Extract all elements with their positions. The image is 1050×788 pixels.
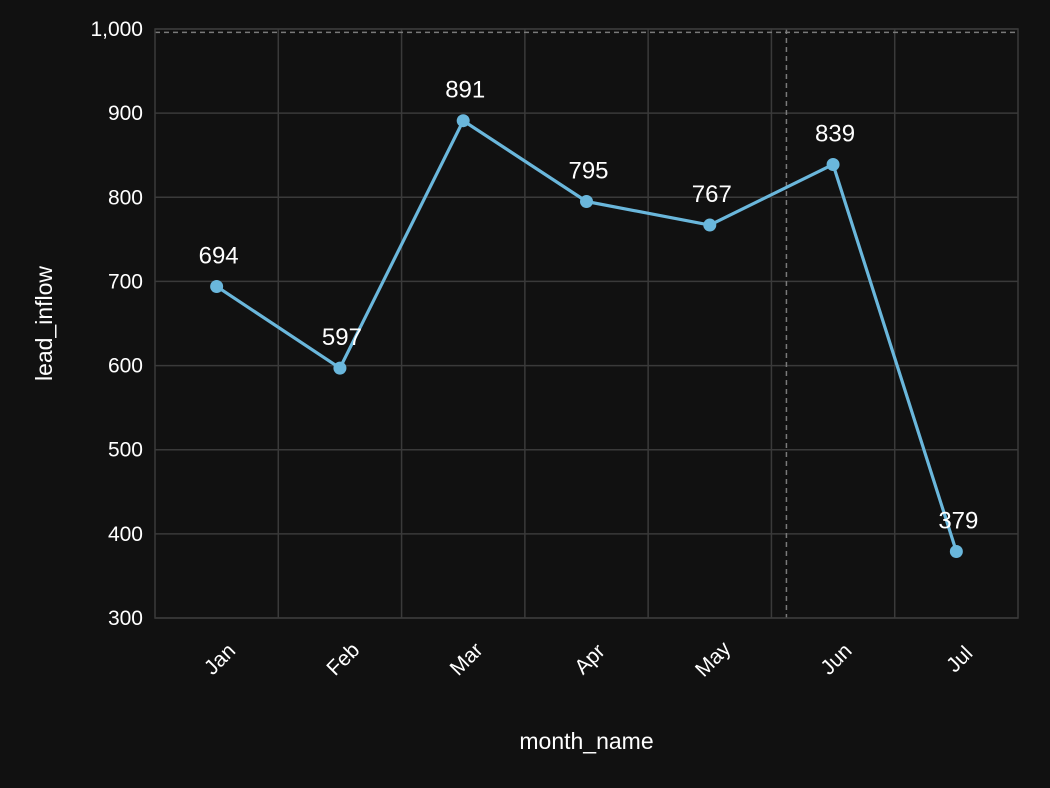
x-tick-label: Jan	[200, 639, 240, 679]
data-label: 767	[692, 181, 732, 208]
y-axis-ticks: 300 400 500 600 700 800 900 1,000	[90, 18, 143, 630]
y-tick-label: 600	[108, 355, 143, 378]
x-tick-label: Jul	[942, 642, 977, 677]
y-tick-label: 1,000	[90, 18, 143, 41]
data-label: 891	[445, 77, 485, 104]
plot-frame	[154, 28, 1019, 619]
data-point	[210, 279, 224, 293]
data-label: 597	[322, 324, 362, 351]
data-label: 839	[815, 120, 855, 147]
data-point	[456, 114, 470, 128]
data-labels: 694 597 891 795 767 839 379	[199, 77, 979, 535]
data-label: 795	[568, 157, 608, 184]
x-tick-label: Feb	[322, 638, 364, 680]
data-point	[333, 361, 347, 375]
reference-lines	[155, 29, 1018, 618]
data-point	[949, 545, 963, 559]
data-point	[580, 194, 593, 208]
x-tick-label: Jun	[816, 639, 856, 679]
y-tick-label: 300	[108, 607, 143, 630]
grid	[155, 28, 1018, 619]
x-tick-label: Mar	[446, 638, 488, 680]
data-point	[826, 157, 840, 171]
series	[210, 114, 963, 559]
y-axis-title: lead_inflow	[31, 266, 57, 381]
x-axis-title: month_name	[519, 728, 653, 754]
y-tick-label: 800	[108, 186, 143, 209]
x-tick-label: Apr	[570, 640, 609, 679]
y-tick-label: 400	[108, 523, 143, 546]
y-tick-label: 500	[108, 439, 143, 462]
x-tick-label: May	[691, 637, 736, 682]
y-tick-label: 700	[108, 270, 143, 293]
y-tick-label: 900	[108, 102, 143, 125]
x-axis-ticks: Jan Feb Mar Apr May Jun Jul	[200, 637, 977, 682]
data-label: 379	[938, 508, 978, 535]
data-label: 694	[199, 242, 239, 269]
data-point	[703, 218, 717, 232]
